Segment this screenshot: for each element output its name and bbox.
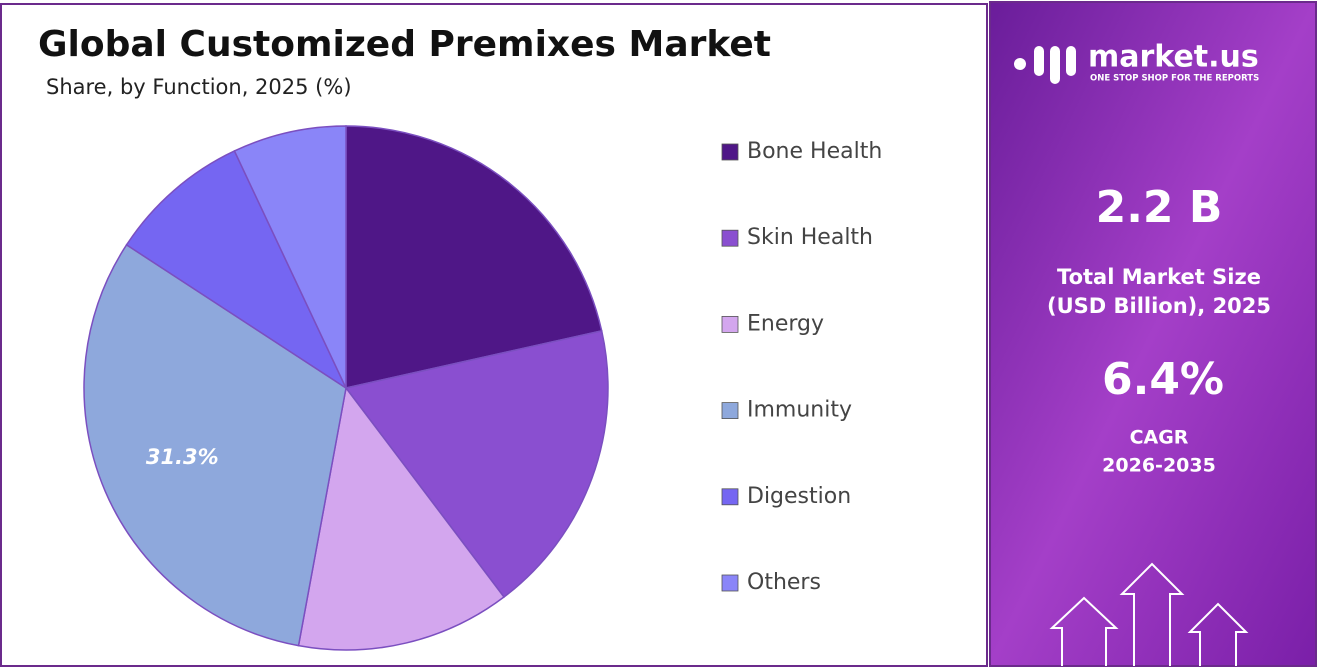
side-panel xyxy=(989,1,1317,667)
pie-slice xyxy=(83,243,347,647)
pie-slice xyxy=(233,125,347,389)
legend-label: Immunity xyxy=(747,398,852,423)
pie-slice xyxy=(345,125,603,389)
legend-swatch xyxy=(721,488,739,506)
legend-swatch xyxy=(721,402,739,420)
legend-label: Others xyxy=(747,570,821,595)
arrows-decoration xyxy=(1049,562,1249,666)
legend-swatch xyxy=(721,315,739,333)
pie-slice xyxy=(344,329,609,599)
cagr-label: 2026-2035 xyxy=(1102,455,1216,477)
pie-slice xyxy=(125,149,348,391)
cagr: 6.4% xyxy=(1102,354,1224,405)
legend-swatch xyxy=(721,229,739,247)
chart-title: Global Customized Premixes Market xyxy=(38,24,771,65)
data-label: 31.3% xyxy=(146,445,219,469)
legend-swatch xyxy=(721,143,739,161)
chart-subtitle: Share, by Function, 2025 (%) xyxy=(46,75,352,99)
market-size-label: (USD Billion), 2025 xyxy=(1047,294,1271,318)
cagr-label: CAGR xyxy=(1130,427,1189,449)
legend-label: Energy xyxy=(747,311,824,336)
brand: market.us xyxy=(1088,40,1259,75)
pie-slice xyxy=(297,386,506,651)
legend-swatch xyxy=(721,574,739,592)
legend-label: Bone Health xyxy=(747,139,882,164)
tagline: ONE STOP SHOP FOR THE REPORTS xyxy=(1090,74,1259,84)
legend-label: Digestion xyxy=(747,484,851,509)
market-size-label: Total Market Size xyxy=(1057,265,1261,289)
legend-label: Skin Health xyxy=(747,225,873,250)
panel-logo xyxy=(1014,46,1076,84)
market-size: 2.2 B xyxy=(1096,182,1223,233)
